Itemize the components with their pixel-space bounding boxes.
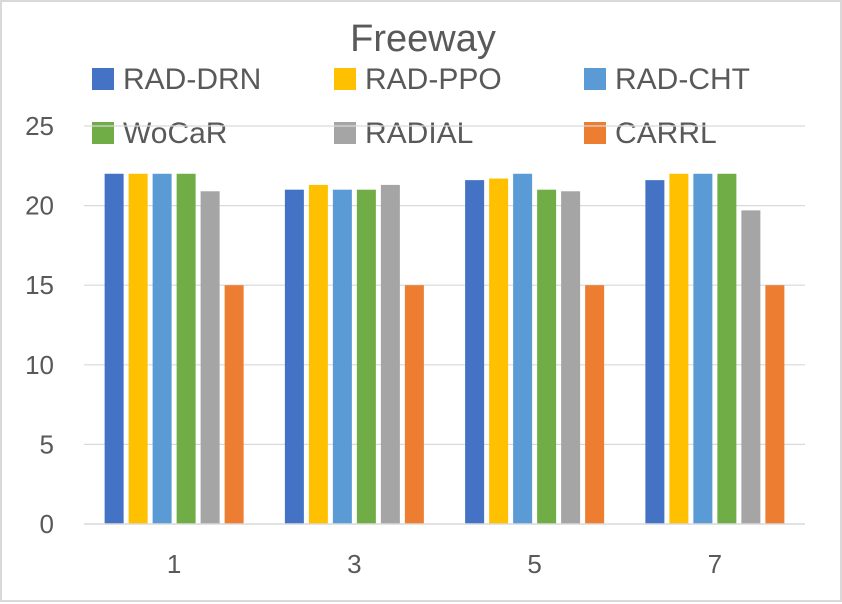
y-tick-label-20: 20 xyxy=(25,191,54,221)
y-axis-tick-labels: 0 5 10 15 20 25 xyxy=(25,111,54,539)
bar-radial-x5 xyxy=(561,191,580,524)
legend: RAD-DRN RAD-PPO RAD-CHT WoCaR RADIAL CARRL xyxy=(92,63,750,150)
legend-label-rad-drn: RAD-DRN xyxy=(123,63,261,96)
bar-wocar-x7 xyxy=(717,174,736,524)
y-tick-label-25: 25 xyxy=(25,111,54,141)
bar-rad-ppo-x7 xyxy=(669,174,688,524)
x-tick-label-7: 7 xyxy=(708,549,722,579)
legend-item-rad-drn: RAD-DRN xyxy=(92,63,261,96)
bar-rad-ppo-x3 xyxy=(309,185,328,524)
legend-item-rad-ppo: RAD-PPO xyxy=(334,63,502,96)
y-tick-label-5: 5 xyxy=(40,429,54,459)
bar-rad-cht-x1 xyxy=(153,174,172,524)
bar-carrl-x1 xyxy=(225,285,244,524)
legend-label-rad-ppo: RAD-PPO xyxy=(365,63,502,96)
bar-rad-cht-x3 xyxy=(333,190,352,524)
bar-radial-x7 xyxy=(741,210,760,524)
bar-rad-ppo-x1 xyxy=(129,174,148,524)
bar-wocar-x5 xyxy=(537,190,556,524)
bars xyxy=(105,174,785,524)
x-tick-label-5: 5 xyxy=(527,549,541,579)
bar-carrl-x5 xyxy=(585,285,604,524)
bar-radial-x3 xyxy=(381,185,400,524)
legend-swatch-rad-cht xyxy=(584,68,606,90)
legend-label-radial: RADIAL xyxy=(365,117,473,150)
y-tick-label-0: 0 xyxy=(40,509,54,539)
bar-carrl-x3 xyxy=(405,285,424,524)
bar-rad-cht-x5 xyxy=(513,174,532,524)
legend-item-wocar: WoCaR xyxy=(92,117,227,150)
bar-rad-cht-x7 xyxy=(693,174,712,524)
legend-item-radial: RADIAL xyxy=(334,117,473,150)
bar-carrl-x7 xyxy=(765,285,784,524)
legend-swatch-rad-ppo xyxy=(334,68,356,90)
legend-swatch-wocar xyxy=(92,122,114,144)
bar-rad-drn-x3 xyxy=(285,190,304,524)
legend-swatch-carrl xyxy=(584,122,606,144)
bar-wocar-x3 xyxy=(357,190,376,524)
chart-title: Freeway xyxy=(350,18,496,60)
bar-rad-drn-x5 xyxy=(465,180,484,524)
bar-rad-ppo-x5 xyxy=(489,179,508,524)
chart-frame: Freeway RAD-DRN RAD-PPO RAD-CHT WoCaR RADIAL… xyxy=(0,0,842,602)
bar-wocar-x1 xyxy=(177,174,196,524)
bar-rad-drn-x1 xyxy=(105,174,124,524)
legend-swatch-radial xyxy=(334,122,356,144)
y-tick-label-10: 10 xyxy=(25,350,54,380)
y-tick-label-15: 15 xyxy=(25,270,54,300)
x-tick-label-3: 3 xyxy=(347,549,361,579)
legend-swatch-rad-drn xyxy=(92,68,114,90)
freeway-bar-chart: Freeway RAD-DRN RAD-PPO RAD-CHT WoCaR RADIAL… xyxy=(2,2,842,604)
legend-item-carrl: CARRL xyxy=(584,117,717,150)
bar-rad-drn-x7 xyxy=(645,180,664,524)
legend-label-wocar: WoCaR xyxy=(123,117,227,150)
bar-radial-x1 xyxy=(201,191,220,524)
legend-item-rad-cht: RAD-CHT xyxy=(584,63,750,96)
x-axis-tick-labels: 1 3 5 7 xyxy=(167,549,722,579)
legend-label-carrl: CARRL xyxy=(615,117,717,150)
legend-label-rad-cht: RAD-CHT xyxy=(615,63,750,96)
x-tick-label-1: 1 xyxy=(167,549,181,579)
